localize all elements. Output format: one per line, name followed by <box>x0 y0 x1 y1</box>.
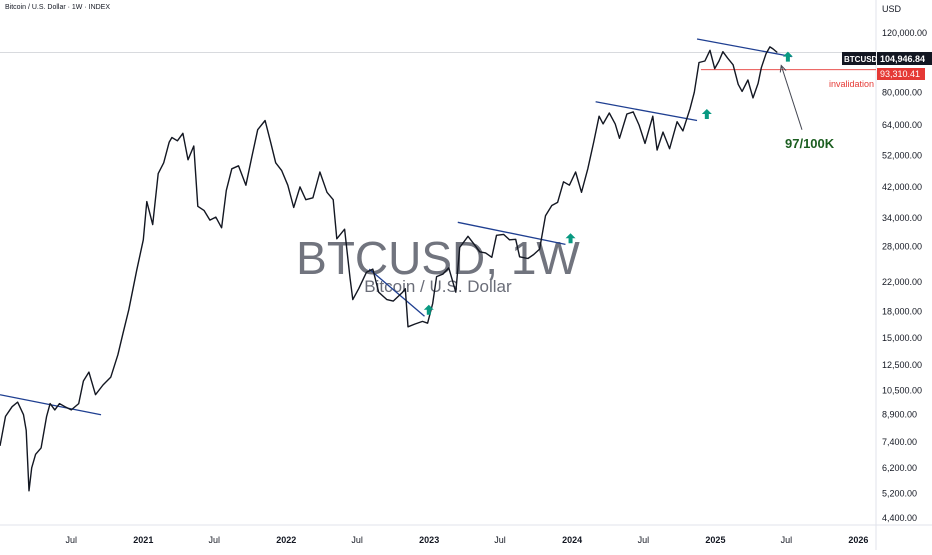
x-tick-label: 2022 <box>276 535 296 545</box>
symbol-tag-bg <box>842 52 876 65</box>
up-arrow-icon[interactable] <box>565 233 576 244</box>
x-tick-label: Jul <box>208 535 220 545</box>
y-tick-label: 18,000.00 <box>882 306 922 316</box>
y-tick-label: 64,000.00 <box>882 120 922 130</box>
price-line <box>0 46 778 492</box>
x-tick-label: 2023 <box>419 535 439 545</box>
y-tick-label: 80,000.00 <box>882 87 922 97</box>
x-tick-label: 2021 <box>133 535 153 545</box>
x-tick-label: 2024 <box>562 535 582 545</box>
invalidation-tag-bg <box>877 68 925 80</box>
up-arrow-icon[interactable] <box>423 304 434 315</box>
y-tick-label: 7,400.00 <box>882 437 917 447</box>
y-tick-label: 8,900.00 <box>882 410 917 420</box>
price-tag-bg <box>877 52 932 65</box>
x-tick-label: Jul <box>351 535 363 545</box>
chart-subtitle: Bitcoin / U.S. Dollar · 1W · INDEX <box>5 4 111 11</box>
invalidation-label: invalidation <box>829 79 874 89</box>
trendlines[interactable] <box>0 38 792 416</box>
x-tick-label: Jul <box>66 535 78 545</box>
y-tick-label: 5,200.00 <box>882 489 917 499</box>
y-tick-label: 120,000.00 <box>882 28 927 38</box>
invalidation-price-tag[interactable]: 93,310.41 <box>877 68 925 80</box>
breakout-arrows[interactable] <box>423 51 793 315</box>
target-pointer-arrowhead <box>779 64 787 73</box>
watermark-name: Bitcoin / U.S. Dollar <box>364 277 512 296</box>
y-tick-label: 15,000.00 <box>882 333 922 343</box>
currency-label: USD <box>882 4 902 14</box>
target-annotation[interactable]: 97/100K <box>785 136 835 151</box>
trendline[interactable] <box>595 101 698 122</box>
invalidation-tag-value: 93,310.41 <box>880 69 920 79</box>
y-tick-label: 28,000.00 <box>882 241 922 251</box>
y-tick-label: 4,400.00 <box>882 513 917 523</box>
symbol-tag-label: BTCUSD <box>844 55 878 64</box>
x-tick-label: 2025 <box>705 535 725 545</box>
up-arrow-icon[interactable] <box>782 51 793 62</box>
price-tag-value: 104,946.84 <box>880 54 925 64</box>
up-arrow-icon[interactable] <box>701 109 712 120</box>
y-tick-label: 6,200.00 <box>882 463 917 473</box>
y-tick-label: 12,500.00 <box>882 360 922 370</box>
x-axis-ticks: Jul 2021 Jul 2022 Jul 2023 Jul 2024 Jul 2025 Jul 20… <box>66 535 869 545</box>
y-tick-label: 10,500.00 <box>882 385 922 395</box>
x-tick-label: Jul <box>781 535 793 545</box>
y-tick-label: 34,000.00 <box>882 213 922 223</box>
y-tick-label: 52,000.00 <box>882 151 922 161</box>
symbol-price-tag[interactable]: BTCUSD 104,946.84 <box>842 52 932 65</box>
y-tick-label: 22,000.00 <box>882 277 922 287</box>
trendline[interactable] <box>457 221 566 245</box>
y-tick-label: 42,000.00 <box>882 182 922 192</box>
trendline[interactable] <box>368 268 425 317</box>
x-tick-label: Jul <box>638 535 650 545</box>
trendline[interactable] <box>696 38 792 58</box>
x-tick-label: 2026 <box>848 535 868 545</box>
target-pointer-line[interactable] <box>780 65 803 130</box>
y-axis-ticks: 120,000.00100,000.0080,000.0064,000.0052… <box>882 28 927 523</box>
x-tick-label: Jul <box>494 535 506 545</box>
